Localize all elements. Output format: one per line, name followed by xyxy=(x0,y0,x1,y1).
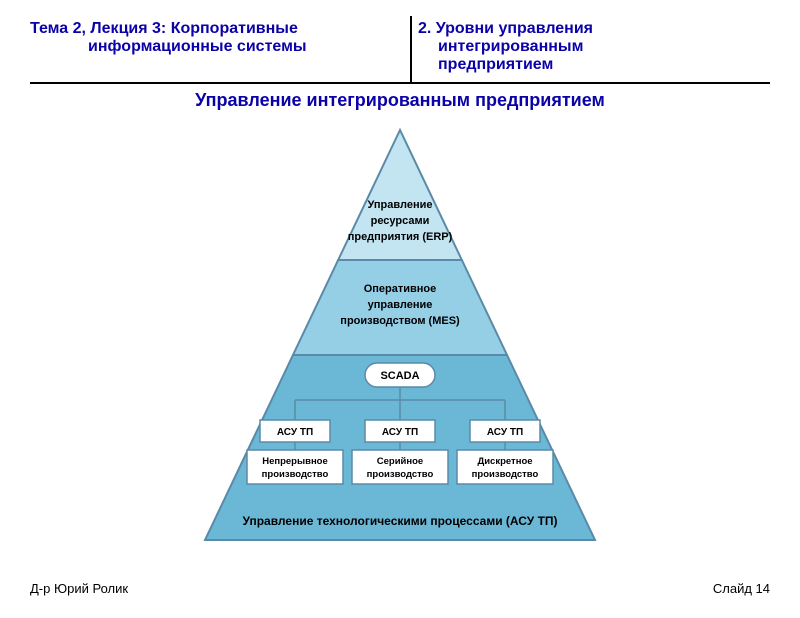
svg-text:производство: производство xyxy=(472,469,539,480)
section-title: Уровни управления xyxy=(431,20,593,37)
section-number: 2. xyxy=(418,20,431,37)
svg-text:Управление: Управление xyxy=(367,199,432,211)
svg-text:управление: управление xyxy=(368,299,433,311)
svg-text:SCADA: SCADA xyxy=(380,370,419,382)
lecture-subtitle: информационные системы xyxy=(30,38,400,56)
svg-text:производство: производство xyxy=(262,469,329,480)
svg-text:Непрерывное: Непрерывное xyxy=(262,456,328,467)
svg-text:предприятия (ERP): предприятия (ERP) xyxy=(348,231,453,243)
topic-prefix: Тема 2, xyxy=(30,20,86,37)
svg-text:АСУ ТП: АСУ ТП xyxy=(277,427,313,438)
svg-text:Управление технологическими пр: Управление технологическими процессами (… xyxy=(242,514,557,528)
svg-text:Оперативное: Оперативное xyxy=(364,283,437,295)
footer-slide-number: Слайд 14 xyxy=(713,581,770,596)
slide-header: Тема 2, Лекция 3: Корпоративные информац… xyxy=(0,0,800,74)
svg-text:ресурсами: ресурсами xyxy=(371,215,430,227)
pyramid-diagram: Управление ресурсами предприятия (ERP) Опер… xyxy=(200,120,600,560)
footer-author: Д-р Юрий Ролик xyxy=(30,581,128,596)
svg-text:производством (MES): производством (MES) xyxy=(340,315,460,327)
header-right: 2. Уровни управления интегрированным пре… xyxy=(400,20,770,74)
svg-text:Дискретное: Дискретное xyxy=(477,456,532,467)
section-sub1: интегрированным xyxy=(418,38,770,56)
slide-title: Управление интегрированным предприятием xyxy=(0,90,800,111)
svg-text:АСУ ТП: АСУ ТП xyxy=(487,427,523,438)
section-sub2: предприятием xyxy=(418,56,770,74)
header-vertical-divider xyxy=(410,16,412,82)
svg-text:производство: производство xyxy=(367,469,434,480)
svg-text:АСУ ТП: АСУ ТП xyxy=(382,427,418,438)
header-horizontal-divider xyxy=(30,82,770,84)
svg-text:Серийное: Серийное xyxy=(377,456,423,467)
header-left: Тема 2, Лекция 3: Корпоративные информац… xyxy=(30,20,400,74)
lecture-title: Лекция 3: Корпоративные xyxy=(86,20,298,37)
